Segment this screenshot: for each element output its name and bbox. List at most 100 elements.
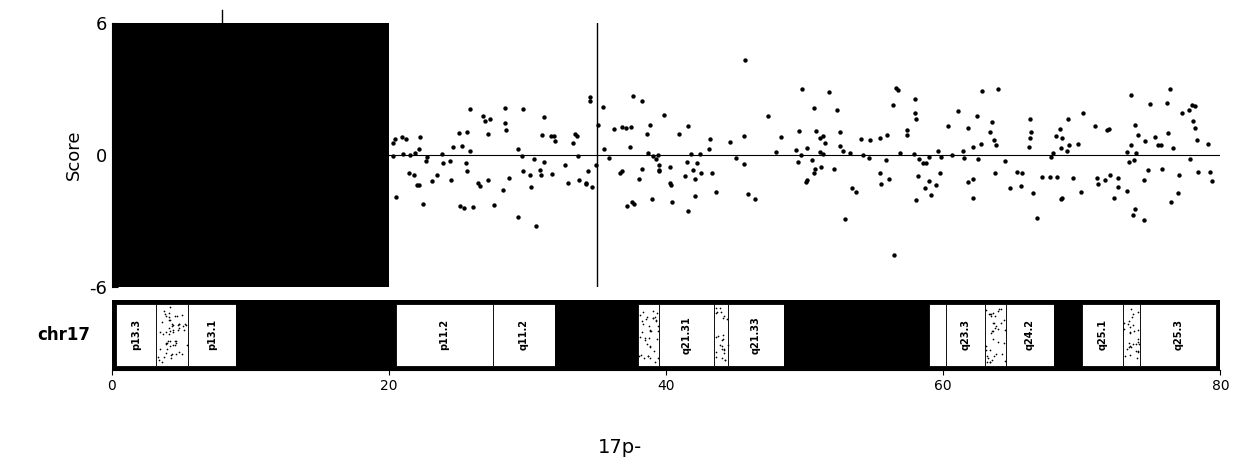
Point	[450, 202, 470, 210]
Point	[995, 326, 1015, 333]
Point	[639, 322, 659, 329]
Point	[846, 188, 866, 196]
Point	[1158, 129, 1178, 137]
Point	[715, 357, 735, 364]
Point	[637, 313, 657, 321]
Point	[1115, 353, 1135, 360]
Point	[964, 175, 984, 182]
Point	[987, 339, 1007, 346]
Point	[980, 358, 1000, 365]
Point	[384, 135, 404, 143]
Point	[149, 353, 169, 361]
Point	[1121, 142, 1141, 149]
Point	[169, 321, 188, 328]
Point	[810, 135, 830, 142]
Point	[383, 152, 403, 159]
Point	[1032, 173, 1052, 181]
Point	[830, 128, 850, 135]
Point	[1023, 189, 1043, 197]
Point	[632, 165, 652, 172]
Point	[620, 144, 639, 151]
Point	[766, 148, 786, 156]
Point	[985, 136, 1005, 144]
Point	[493, 186, 513, 193]
Point	[985, 312, 1005, 319]
Point	[1087, 175, 1106, 182]
Point	[623, 201, 643, 208]
Point	[983, 310, 1002, 317]
Point	[1072, 188, 1092, 195]
Point	[1123, 310, 1142, 317]
Point	[1129, 335, 1149, 343]
Bar	[638, 304, 659, 366]
Point	[541, 170, 561, 178]
Point	[1147, 141, 1167, 148]
Bar	[555, 304, 638, 366]
Point	[1115, 326, 1135, 333]
Point	[812, 163, 831, 170]
Point	[985, 324, 1005, 331]
Point	[1120, 329, 1140, 336]
Point	[906, 196, 926, 203]
Point	[1051, 144, 1070, 152]
Point	[478, 176, 498, 184]
Point	[569, 176, 589, 184]
Bar	[784, 304, 929, 366]
Point	[975, 343, 995, 350]
Point	[703, 170, 722, 177]
Point	[541, 133, 561, 140]
Point	[813, 150, 833, 157]
Point	[717, 315, 737, 322]
Point	[648, 322, 668, 329]
Point	[810, 148, 830, 156]
Point	[706, 333, 726, 340]
Point	[891, 149, 911, 156]
Point	[177, 341, 197, 348]
Point	[580, 97, 600, 105]
Point	[165, 338, 185, 345]
Point	[634, 354, 654, 362]
Bar	[115, 304, 156, 366]
Point	[629, 333, 649, 340]
Point	[975, 346, 995, 354]
Point	[921, 191, 940, 199]
Point	[1057, 148, 1077, 155]
Point	[797, 145, 817, 152]
Point	[1073, 109, 1093, 117]
Point	[1088, 181, 1108, 188]
Point	[1187, 136, 1207, 143]
Point	[886, 84, 906, 91]
Bar	[659, 304, 715, 366]
Point	[711, 342, 731, 350]
Point	[1021, 128, 1041, 136]
Point	[971, 140, 991, 147]
Point	[1120, 324, 1140, 331]
Point	[691, 169, 711, 176]
Point	[1160, 85, 1180, 93]
Point	[565, 131, 585, 138]
Point	[954, 154, 974, 161]
Point	[631, 311, 650, 319]
Point	[1163, 145, 1183, 152]
Point	[660, 181, 680, 188]
Point	[802, 156, 821, 163]
Point	[1063, 175, 1083, 182]
Text: p13.1: p13.1	[207, 319, 217, 351]
Point	[154, 308, 173, 315]
Point	[990, 306, 1010, 313]
Point	[576, 180, 596, 188]
Point	[1121, 91, 1141, 98]
Point	[612, 168, 632, 175]
Point	[1152, 166, 1172, 173]
Point	[1099, 125, 1119, 133]
Point	[1114, 320, 1134, 327]
Point	[706, 304, 726, 311]
Point	[1007, 169, 1027, 176]
Point	[413, 201, 432, 208]
Point	[152, 358, 172, 365]
Point	[980, 346, 1000, 354]
Bar	[493, 304, 555, 366]
Point	[639, 343, 659, 351]
Point	[473, 112, 493, 119]
Point	[643, 152, 663, 159]
